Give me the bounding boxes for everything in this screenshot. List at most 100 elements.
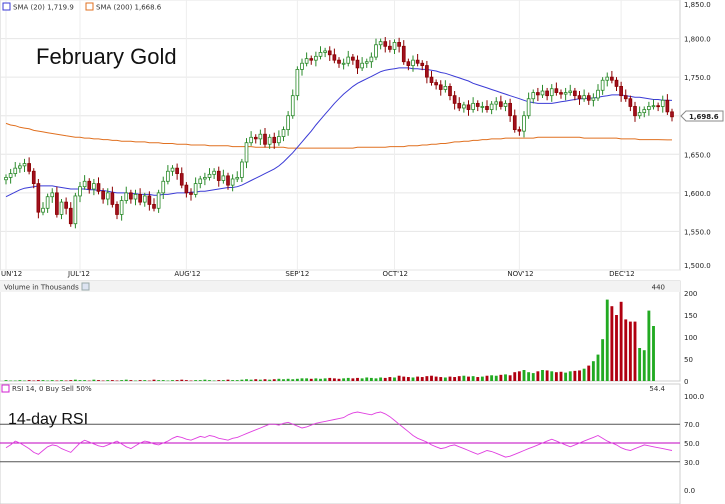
volume-bar [374,378,378,381]
price-candle [327,46,332,61]
price-candle [258,129,263,146]
volume-bar [309,378,313,381]
price-candle [512,109,517,133]
sma200-line [5,122,672,149]
candle-body [55,192,59,215]
candle-body [475,102,480,107]
price-candle [452,91,457,110]
candle-body [637,112,642,117]
price-candle [216,166,221,187]
candle-body [554,88,559,93]
price-candle [323,47,327,58]
candle-body [27,163,31,172]
volume-y-tick: 0 [684,378,688,386]
volume-bar [457,376,461,381]
candle-body [332,54,337,61]
price-candle [346,50,351,67]
price-candle [41,202,45,216]
candle-body [258,133,263,140]
volume-bar [369,377,373,381]
price-candle [633,101,637,122]
candle-body [434,82,438,86]
volume-bar [258,379,262,381]
candle-body [549,88,554,97]
volume-bar [46,380,50,382]
volume-bar [32,380,36,382]
price-candle [656,102,660,112]
volume-bar [411,377,415,381]
price-candle [503,100,508,112]
candle-body [318,52,323,57]
last-price-tag-shape [680,110,724,122]
volume-bar [184,380,188,381]
volume-bar [471,376,475,381]
price-candle [31,168,36,189]
volume-bar [379,377,383,381]
price-candle [355,55,360,75]
candle-body [300,62,304,70]
candle-body [651,105,656,108]
volume-bar [231,380,235,381]
candle-body [8,173,13,178]
candle-body [253,136,258,140]
volume-bar [295,378,299,381]
candle-body [184,184,189,194]
candle-body [286,115,290,131]
price-candle [623,89,628,102]
candle-body [87,180,92,190]
candle-body [605,76,610,81]
price-candle [586,92,591,105]
rsi-y-tick: 100.0 [684,393,704,401]
candle-body [147,195,152,205]
candle-body [170,167,175,172]
legend-sma20: SMA (20) 1,719.9 [2,2,74,12]
candle-body [337,59,341,64]
price-candle [87,178,92,194]
candle-body [277,136,281,144]
volume-bar [27,380,31,381]
candle-body [272,136,277,144]
price-candle [374,38,378,61]
volume-bar [166,380,170,382]
rsi-panel: RSI 14, 0 Buy Sell 50% 54.4 100.0 70.0 50.… [0,383,704,504]
price-candle [489,101,494,115]
volume-bar [615,315,618,381]
price-candle [577,91,582,105]
candle-body [499,101,503,107]
volume-bar [434,376,438,381]
candle-body [4,177,8,181]
volume-bar [300,378,304,381]
price-candle [438,80,443,96]
candle-body [596,89,600,99]
volume-close-icon[interactable] [81,282,90,291]
volume-bar [573,370,577,381]
price-candle [253,134,258,144]
price-candle [124,186,129,204]
price-candle [545,87,549,101]
candle-body [573,90,577,97]
volume-bar [351,378,355,381]
volume-bar [462,375,466,381]
price-candle [267,134,272,149]
price-candle [425,60,429,84]
candle-body [531,92,536,100]
candle-body [73,195,78,225]
volume-bar [143,380,147,381]
price-candle [4,174,8,185]
volume-bar [157,380,161,381]
price-candle [179,167,184,189]
price-y-tick: 1,500.0 [684,262,711,270]
price-candle [277,130,281,146]
candle-body [124,192,129,201]
volume-bar [282,379,285,381]
volume-bar [106,380,110,381]
candle-body [175,167,179,174]
price-candle [651,99,656,110]
candle-body [216,170,221,181]
volume-bar [92,379,96,381]
price-candle [152,198,156,212]
candle-body [406,61,411,66]
candle-body [355,59,360,69]
price-candle [22,158,27,173]
